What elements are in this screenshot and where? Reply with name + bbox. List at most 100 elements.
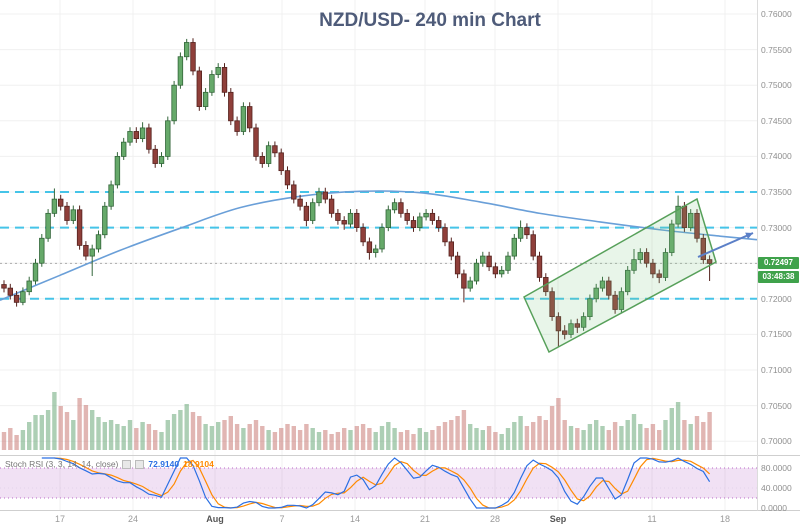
volume-bar — [430, 430, 435, 450]
candle-body — [228, 91, 234, 122]
candle-body — [347, 212, 354, 225]
volume-bar — [253, 420, 259, 450]
candle-body — [637, 252, 643, 261]
volume-bar — [398, 432, 404, 450]
candle-body — [39, 237, 45, 264]
volume-bar — [405, 430, 410, 450]
volume-bar — [190, 412, 196, 450]
indicator-gear-icon[interactable] — [135, 459, 145, 469]
candle-body — [492, 266, 499, 275]
volume-bar — [291, 426, 296, 450]
candle-body — [1, 284, 7, 289]
volume-bar — [675, 402, 681, 450]
candle-body — [89, 248, 95, 257]
volume-bar — [518, 416, 523, 450]
candle-body — [253, 127, 259, 157]
candle-body — [398, 202, 404, 214]
price-tick-label: 0.72000 — [761, 293, 792, 304]
time-tick-label: Sep — [549, 514, 567, 524]
volume-bar — [474, 428, 479, 450]
volume-bar — [335, 432, 341, 450]
volume-bar — [568, 426, 574, 450]
volume-bar — [121, 426, 126, 450]
candle-body — [121, 141, 127, 157]
volume-bar — [543, 420, 548, 450]
volume-bar — [367, 428, 372, 450]
candle-body — [64, 205, 70, 221]
stoch-scale-label: 40.0000 — [761, 483, 792, 493]
volume-bar — [14, 435, 19, 450]
volume-bar — [499, 434, 504, 450]
volume-bar — [587, 424, 593, 450]
trend-channel — [523, 197, 717, 354]
candle-body — [202, 91, 209, 107]
volume-bar — [127, 420, 133, 450]
volume-bar — [512, 422, 517, 450]
candle-body — [694, 212, 700, 239]
candle-body — [190, 42, 196, 72]
candle-body — [366, 241, 373, 253]
volume-bar — [146, 424, 152, 450]
candle-body — [58, 198, 64, 207]
volume-bar — [537, 416, 542, 450]
volume-bar — [663, 420, 668, 450]
candle-body — [272, 145, 278, 154]
volume-bar — [279, 428, 284, 450]
volume-bar — [247, 424, 252, 450]
indicator-name[interactable]: Stoch RSI (3, 3, 14, 14, close) — [5, 459, 119, 469]
volume-bar — [323, 430, 328, 450]
candle-body — [587, 298, 593, 317]
stoch-scale-label: 80.0000 — [761, 463, 792, 473]
volume-bar — [682, 420, 687, 450]
candle-body — [146, 127, 152, 150]
candle-body — [568, 323, 574, 335]
volume-bar — [184, 404, 189, 450]
volume-bar — [52, 392, 57, 450]
candle-body — [580, 316, 587, 328]
time-tick-label: 21 — [419, 514, 431, 524]
candle-body — [562, 330, 568, 335]
candle-body — [486, 255, 492, 268]
indicator-eye-icon[interactable] — [122, 459, 132, 469]
volume-bar — [316, 432, 322, 450]
volume-bar — [594, 420, 599, 450]
candle-body — [215, 67, 221, 75]
candle-body — [196, 70, 202, 107]
candle-body — [410, 220, 417, 228]
candle-body — [26, 280, 32, 293]
candle-body — [385, 209, 391, 229]
volume-bar — [707, 412, 712, 450]
candle-body — [391, 202, 398, 211]
volume-bar — [58, 406, 63, 450]
volume-bar — [657, 430, 662, 450]
candle-body — [618, 291, 625, 310]
price-tick-label: 0.75500 — [761, 44, 792, 55]
volume-bar — [140, 422, 145, 450]
indicator-k-value: 72.9140 — [148, 459, 180, 469]
volume-bar — [493, 432, 498, 450]
price-tick-label: 0.76000 — [761, 9, 792, 19]
candle-body — [133, 131, 139, 139]
candle-body — [297, 198, 303, 207]
volume-bar — [669, 408, 674, 450]
candle-body — [13, 294, 20, 303]
candle-body — [662, 252, 669, 278]
candle-body — [498, 269, 505, 275]
candle-body — [530, 234, 536, 257]
price-tick-label: 0.74500 — [761, 115, 792, 126]
candle-body — [612, 294, 618, 310]
candle-body — [643, 252, 650, 264]
candle-body — [278, 152, 284, 172]
candle-body — [524, 227, 530, 236]
volume-bar — [102, 422, 107, 450]
volume-bar — [304, 424, 309, 450]
volume-bar — [27, 422, 32, 450]
candle-body — [152, 148, 158, 164]
candle-body — [70, 209, 76, 221]
candle-body — [7, 287, 13, 296]
volume-bar — [549, 406, 555, 450]
candle-body — [328, 198, 335, 214]
price-tick-label: 0.71500 — [761, 329, 792, 340]
volume-bar — [178, 410, 183, 450]
